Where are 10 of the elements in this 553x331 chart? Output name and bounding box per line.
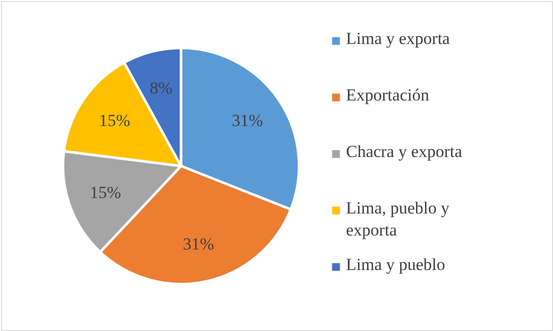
legend-label: Lima, pueblo y exporta <box>346 198 450 240</box>
data-label: 8% <box>150 78 172 98</box>
legend-label: Lima y pueblo <box>346 255 446 274</box>
legend-label: Lima y exporta <box>346 29 450 48</box>
legend-label: Chacra y exporta <box>346 142 463 161</box>
legend-label: Exportación <box>346 86 430 104</box>
data-label: 15% <box>99 110 130 130</box>
data-label: 15% <box>90 183 122 202</box>
data-label: 31% <box>182 234 214 254</box>
data-label: 31% <box>232 110 263 130</box>
